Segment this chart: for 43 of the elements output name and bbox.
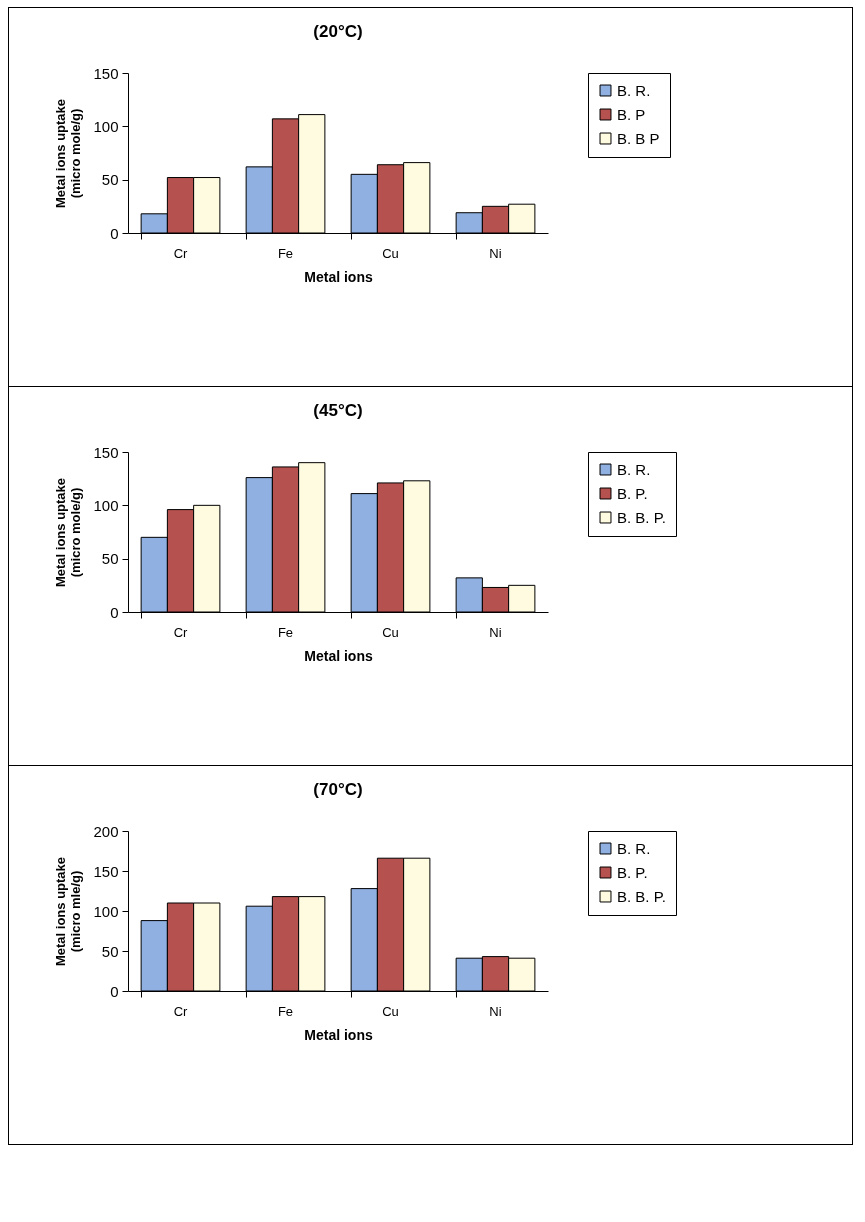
x-tick-label: Cu (382, 624, 399, 640)
x-tick-label: Cr (173, 1003, 189, 1019)
y-tick-label: 150 (93, 862, 119, 880)
legend-label: B. P. (617, 484, 648, 502)
y-tick-label: 50 (101, 942, 119, 960)
legend-label: B. P (617, 105, 646, 123)
y-tick-label: 50 (101, 171, 119, 189)
x-tick-label: Fe (277, 245, 294, 261)
y-tick-label: 200 (93, 822, 119, 840)
chart-title: (45°C) (313, 401, 363, 420)
y-tick-label: 150 (93, 443, 119, 461)
legend-label: B. R. (617, 839, 651, 857)
y-axis-title: Metal ions uptake (micro mle/g) (53, 856, 84, 967)
y-tick-label: 50 (101, 550, 119, 568)
x-tick-label: Ni (489, 245, 502, 261)
x-tick-label: Cr (173, 624, 189, 640)
y-axis-title: Metal ions uptake (micro mole/g) (53, 477, 84, 588)
y-tick-label: 150 (93, 64, 119, 82)
legend-label: B. B. P. (617, 887, 666, 905)
x-tick-label: Cu (382, 245, 399, 261)
y-tick-label: 0 (110, 603, 119, 621)
y-tick-label: 100 (93, 902, 119, 920)
x-axis-title: Metal ions (304, 1026, 373, 1043)
y-tick-label: 100 (93, 117, 119, 135)
x-tick-label: Fe (277, 624, 294, 640)
x-axis-title: Metal ions (304, 647, 373, 664)
x-tick-label: Fe (277, 1003, 294, 1019)
legend-label: B. R. (617, 81, 651, 99)
legend-label: B. R. (617, 460, 651, 478)
legend-label: B. B P (617, 129, 660, 147)
legend-label: B. B. P. (617, 508, 666, 526)
x-tick-label: Cu (382, 1003, 399, 1019)
chart-title: (20°C) (313, 22, 363, 41)
chart-title: (70°C) (313, 780, 363, 799)
x-tick-label: Ni (489, 1003, 502, 1019)
x-tick-label: Cr (173, 245, 189, 261)
x-axis-title: Metal ions (304, 268, 373, 285)
y-tick-label: 0 (110, 224, 119, 242)
y-axis-title: Metal ions uptake (micro mole/g) (53, 98, 84, 209)
x-tick-label: Ni (489, 624, 502, 640)
legend-label: B. P. (617, 863, 648, 881)
y-tick-label: 0 (110, 982, 119, 1000)
y-tick-label: 100 (93, 496, 119, 514)
